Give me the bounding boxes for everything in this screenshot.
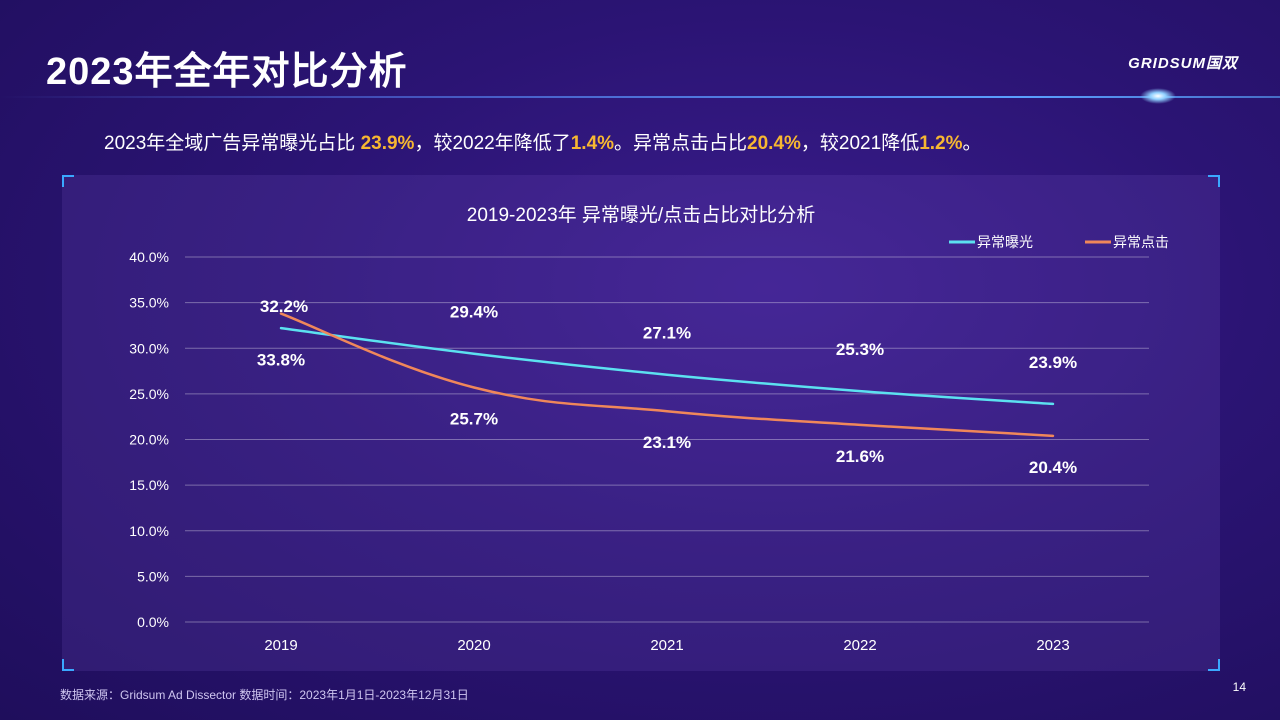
click-data-label: 20.4%	[1029, 458, 1077, 477]
chart-title: 2019-2023年 异常曝光/点击占比对比分析	[467, 204, 815, 226]
summary-highlight-exposure: 23.9%	[360, 133, 415, 154]
click-data-label: 25.7%	[450, 409, 498, 428]
y-tick-label: 5.0%	[137, 568, 169, 584]
y-tick-label: 30.0%	[129, 340, 169, 356]
exposure-data-label: 25.3%	[836, 340, 884, 359]
exposure-data-label: 29.4%	[450, 303, 498, 322]
y-tick-label: 25.0%	[129, 386, 169, 402]
panel-corner-bottom-right	[1208, 659, 1220, 671]
y-tick-label: 40.0%	[129, 249, 169, 265]
y-tick-label: 15.0%	[129, 477, 169, 493]
legend-label-exposure: 异常曝光	[977, 234, 1033, 250]
y-tick-label: 0.0%	[137, 614, 169, 630]
summary-part-2: ，较2022年降低了	[414, 133, 571, 154]
x-tick-label: 2019	[264, 637, 297, 654]
x-tick-label: 2023	[1036, 637, 1069, 654]
summary-highlight-exposure-drop: 1.4%	[570, 133, 615, 154]
panel-corner-top-left	[62, 175, 74, 187]
line-chart: 2019-2023年 异常曝光/点击占比对比分析 0.0% 5.0% 10.0% 15.…	[129, 204, 1169, 654]
summary-part-4: ，较2021降低	[800, 133, 920, 154]
gridsum-logo: GRIDSUM国双	[1128, 55, 1238, 72]
click-data-label: 23.1%	[643, 433, 691, 452]
summary-part-5: 。	[962, 133, 982, 154]
x-tick-label: 2022	[843, 637, 876, 654]
click-data-label: 21.6%	[836, 447, 884, 466]
header-glow	[1140, 88, 1176, 104]
y-tick-label: 20.0%	[129, 432, 169, 448]
exposure-data-label: 23.9%	[1029, 353, 1077, 372]
y-tick-label: 10.0%	[129, 523, 169, 539]
chart-panel: 2019-2023年 异常曝光/点击占比对比分析 0.0% 5.0% 10.0% 15.…	[62, 175, 1220, 671]
y-tick-label: 35.0%	[129, 295, 169, 311]
click-series-line	[279, 312, 1055, 438]
summary-text: 2023年全域广告异常曝光占比 23.9%，较2022年降低了1.4%。异常点击…	[104, 128, 982, 155]
legend-label-click: 异常点击	[1113, 234, 1169, 250]
panel-corner-top-right	[1208, 175, 1220, 187]
x-tick-label: 2021	[650, 637, 683, 654]
page-number: 14	[1232, 680, 1246, 694]
page-title: 2023年全年对比分析	[46, 51, 408, 93]
summary-highlight-click: 20.4%	[747, 133, 801, 154]
exposure-series-line	[279, 326, 1055, 406]
exposure-data-label: 27.1%	[643, 324, 691, 343]
x-tick-label: 2020	[457, 637, 490, 654]
click-data-label: 33.8%	[257, 351, 305, 370]
panel-corner-bottom-left	[62, 659, 74, 671]
summary-part-1: 2023年全域广告异常曝光占比	[104, 133, 361, 154]
summary-part-3: 。异常点击占比	[614, 133, 748, 154]
header-divider	[0, 96, 1280, 98]
exposure-data-label: 32.2%	[260, 297, 308, 316]
data-source-footnote: 数据来源：Gridsum Ad Dissector 数据时间：2023年1月1日…	[60, 688, 469, 702]
summary-highlight-click-drop: 1.2%	[919, 133, 963, 154]
